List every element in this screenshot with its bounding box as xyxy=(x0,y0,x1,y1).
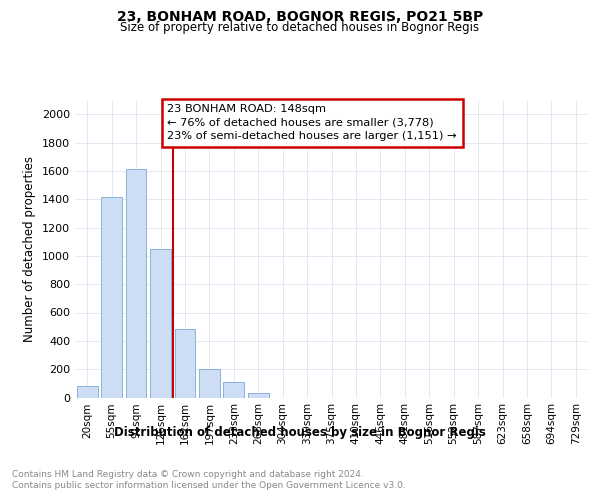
Bar xyxy=(77,386,98,398)
Bar xyxy=(199,369,220,398)
Bar xyxy=(175,329,196,398)
Text: Contains HM Land Registry data © Crown copyright and database right 2024.: Contains HM Land Registry data © Crown c… xyxy=(12,470,364,479)
Text: Distribution of detached houses by size in Bognor Regis: Distribution of detached houses by size … xyxy=(114,426,486,439)
Bar xyxy=(248,392,269,398)
Bar xyxy=(150,249,171,398)
Bar xyxy=(223,382,244,398)
Text: 23 BONHAM ROAD: 148sqm
← 76% of detached houses are smaller (3,778)
23% of semi-: 23 BONHAM ROAD: 148sqm ← 76% of detached… xyxy=(167,104,457,141)
Bar xyxy=(125,170,146,398)
Bar xyxy=(101,197,122,398)
Y-axis label: Number of detached properties: Number of detached properties xyxy=(23,156,37,342)
Text: Size of property relative to detached houses in Bognor Regis: Size of property relative to detached ho… xyxy=(121,21,479,34)
Text: 23, BONHAM ROAD, BOGNOR REGIS, PO21 5BP: 23, BONHAM ROAD, BOGNOR REGIS, PO21 5BP xyxy=(117,10,483,24)
Text: Contains public sector information licensed under the Open Government Licence v3: Contains public sector information licen… xyxy=(12,481,406,490)
